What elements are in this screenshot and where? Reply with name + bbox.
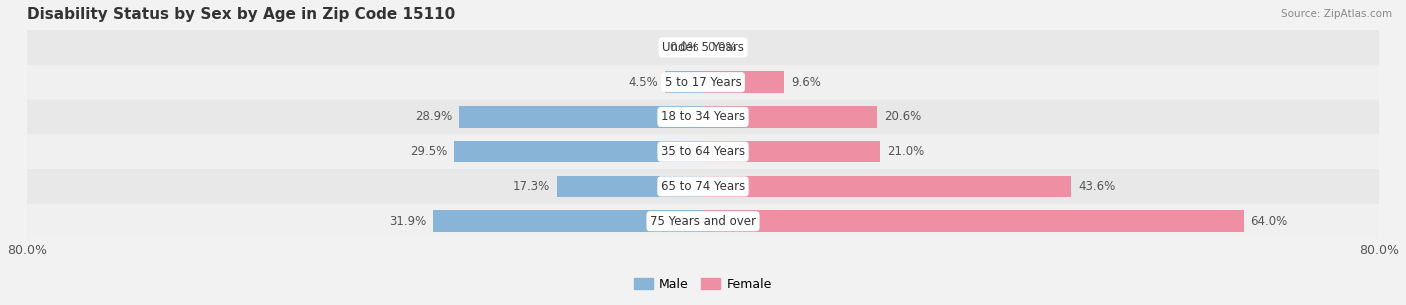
FancyBboxPatch shape: [27, 65, 1379, 99]
FancyBboxPatch shape: [27, 30, 1379, 65]
Text: 17.3%: 17.3%: [513, 180, 550, 193]
Text: 18 to 34 Years: 18 to 34 Years: [661, 110, 745, 124]
Text: 43.6%: 43.6%: [1078, 180, 1115, 193]
Text: 28.9%: 28.9%: [415, 110, 451, 124]
Bar: [665, 71, 703, 93]
Text: 31.9%: 31.9%: [389, 215, 426, 228]
Text: 4.5%: 4.5%: [628, 76, 658, 89]
FancyBboxPatch shape: [27, 169, 1379, 204]
Text: Source: ZipAtlas.com: Source: ZipAtlas.com: [1281, 9, 1392, 19]
Text: 35 to 64 Years: 35 to 64 Years: [661, 145, 745, 158]
Bar: [454, 141, 703, 163]
Bar: [433, 210, 703, 232]
FancyBboxPatch shape: [27, 204, 1379, 239]
Text: 65 to 74 Years: 65 to 74 Years: [661, 180, 745, 193]
Text: 75 Years and over: 75 Years and over: [650, 215, 756, 228]
Bar: [703, 106, 877, 128]
Text: Under 5 Years: Under 5 Years: [662, 41, 744, 54]
Bar: [458, 106, 703, 128]
Text: 0.0%: 0.0%: [707, 41, 737, 54]
Text: 29.5%: 29.5%: [409, 145, 447, 158]
Text: 64.0%: 64.0%: [1250, 215, 1288, 228]
Bar: [703, 141, 880, 163]
Bar: [703, 71, 785, 93]
Text: 9.6%: 9.6%: [792, 76, 821, 89]
Text: 21.0%: 21.0%: [887, 145, 925, 158]
Text: 20.6%: 20.6%: [884, 110, 921, 124]
Bar: [557, 176, 703, 197]
Text: 0.0%: 0.0%: [669, 41, 699, 54]
Bar: [703, 210, 1244, 232]
Legend: Male, Female: Male, Female: [634, 278, 772, 291]
Text: 5 to 17 Years: 5 to 17 Years: [665, 76, 741, 89]
Bar: [703, 176, 1071, 197]
Text: Disability Status by Sex by Age in Zip Code 15110: Disability Status by Sex by Age in Zip C…: [27, 7, 456, 22]
FancyBboxPatch shape: [27, 134, 1379, 169]
FancyBboxPatch shape: [27, 99, 1379, 134]
